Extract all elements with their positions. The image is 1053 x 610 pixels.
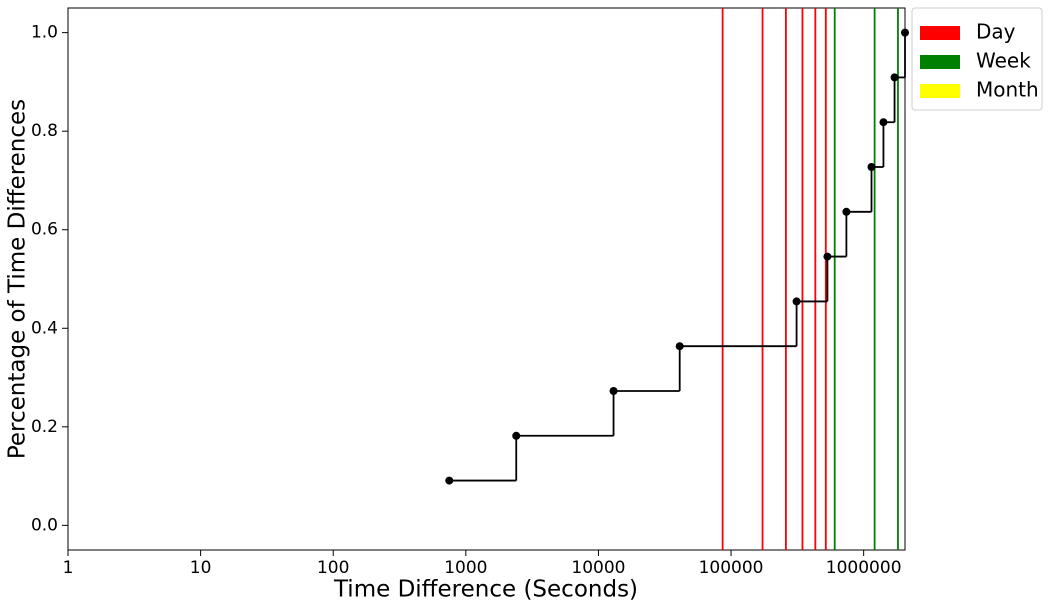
point — [901, 28, 909, 37]
y-tick-label: 0.6 — [31, 220, 58, 240]
legend-swatch — [920, 55, 960, 69]
y-tick-label: 1.0 — [31, 23, 58, 43]
point — [792, 297, 801, 306]
point — [512, 431, 521, 440]
point — [823, 252, 832, 261]
plot-frame — [67, 7, 906, 551]
point — [609, 386, 618, 395]
y-tick-label: 0.4 — [31, 318, 58, 338]
y-axis-title: Percentage of Time Differences — [5, 99, 31, 459]
x-tick-label: 1 — [63, 558, 74, 578]
point — [445, 476, 454, 485]
x-tick-label: 10 — [190, 558, 212, 578]
point — [867, 163, 876, 172]
legend-swatch — [920, 84, 960, 98]
legend-label: Week — [976, 49, 1031, 73]
x-axis-title: Time Difference (Seconds) — [333, 577, 638, 603]
legend-label: Month — [976, 78, 1039, 102]
legend-swatch — [920, 26, 960, 40]
point — [842, 207, 851, 216]
x-tick-label: 100 — [317, 558, 349, 578]
x-tick-label: 1000 — [444, 558, 487, 578]
x-tick-label: 10000 — [571, 558, 625, 578]
x-tick-label: 1000000 — [826, 558, 902, 578]
y-tick-label: 0.2 — [31, 417, 58, 437]
point — [890, 73, 899, 82]
y-tick-label: 0.8 — [31, 121, 58, 141]
point — [675, 342, 684, 351]
point — [879, 118, 888, 127]
legend-label: Day — [976, 20, 1016, 44]
x-tick-label: 100000 — [699, 558, 764, 578]
y-tick-label: 0.0 — [31, 515, 58, 535]
